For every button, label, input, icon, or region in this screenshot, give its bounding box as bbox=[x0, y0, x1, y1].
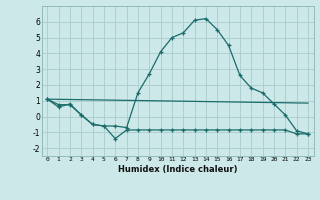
X-axis label: Humidex (Indice chaleur): Humidex (Indice chaleur) bbox=[118, 165, 237, 174]
